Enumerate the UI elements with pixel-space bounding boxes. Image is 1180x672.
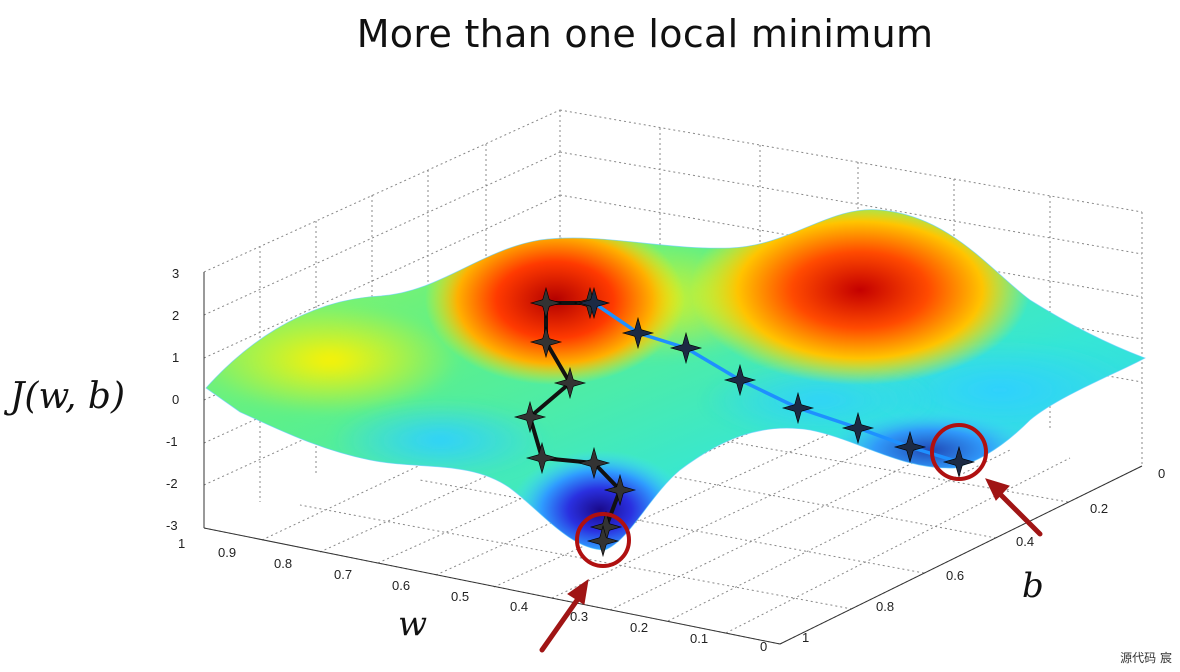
minimum-arrow: [985, 478, 1043, 537]
slide-title: More than one local minimum: [356, 12, 934, 56]
z-tick: 1: [172, 350, 179, 365]
w-tick: 1: [178, 536, 185, 551]
b-tick: 0.6: [946, 568, 964, 583]
w-tick: 0.6: [392, 578, 410, 593]
watermark: 源代码 宸: [1120, 651, 1172, 665]
z-tick: 3: [172, 266, 179, 281]
local-minimum-circle: [930, 423, 988, 481]
cost-axis-label: J(w, b): [10, 376, 125, 417]
z-tick: -3: [166, 518, 178, 533]
z-tick: -2: [166, 476, 178, 491]
descent-step-marker: [841, 411, 875, 445]
w-tick: 0.3: [570, 609, 588, 624]
cost-surface: [206, 209, 1145, 550]
w-tick: 0.7: [334, 567, 352, 582]
b-tick: 0.2: [1090, 501, 1108, 516]
b-tick: 0: [1158, 466, 1165, 481]
descent-step-marker: [577, 446, 611, 480]
b-tick: 1: [802, 630, 809, 645]
descent-step-marker: [603, 473, 637, 507]
descent-step-marker: [621, 316, 655, 350]
descent-step-marker: [781, 391, 815, 425]
z-tick: -1: [166, 434, 178, 449]
descent-step-marker: [525, 441, 559, 475]
descent-step-marker: [529, 325, 563, 359]
descent-path-blue: [593, 301, 960, 464]
z-axis-ticks: 3 2 1 0 -1 -2 -3: [166, 266, 179, 533]
w-tick: 0.4: [510, 599, 528, 614]
descent-step-marker: [586, 524, 620, 558]
w-tick: 0.1: [690, 631, 708, 646]
descent-step-marker: [577, 286, 611, 320]
w-tick: 0.9: [218, 545, 236, 560]
descent-path-black: [528, 301, 622, 542]
z-tick: 0: [172, 392, 179, 407]
local-minimum-circle: [575, 512, 631, 568]
b-tick: 0.4: [1016, 534, 1034, 549]
w-axis-label: w: [398, 604, 428, 644]
w-tick: 0.2: [630, 620, 648, 635]
axis-lines: [203, 272, 1143, 645]
descent-step-marker: [529, 286, 563, 320]
w-tick: 0.8: [274, 556, 292, 571]
w-axis-ticks: 1 0.9 0.8 0.7 0.6 0.5 0.4 0.3 0.2 0.1 0: [178, 536, 767, 654]
descent-step-marker: [513, 400, 547, 434]
descent-step-marker: [553, 366, 587, 400]
descent-step-marker: [669, 331, 703, 365]
b-tick: 0.8: [876, 599, 894, 614]
w-tick: 0: [760, 639, 767, 654]
w-tick: 0.5: [451, 589, 469, 604]
minimum-arrow: [539, 578, 589, 653]
b-axis-label: b: [1022, 566, 1044, 606]
descent-paths: [513, 286, 976, 558]
descent-step-marker: [893, 430, 927, 464]
descent-step-marker: [723, 363, 757, 397]
z-tick: 2: [172, 308, 179, 323]
b-axis-ticks: 0 0.2 0.4 0.6 0.8 1: [802, 466, 1165, 645]
